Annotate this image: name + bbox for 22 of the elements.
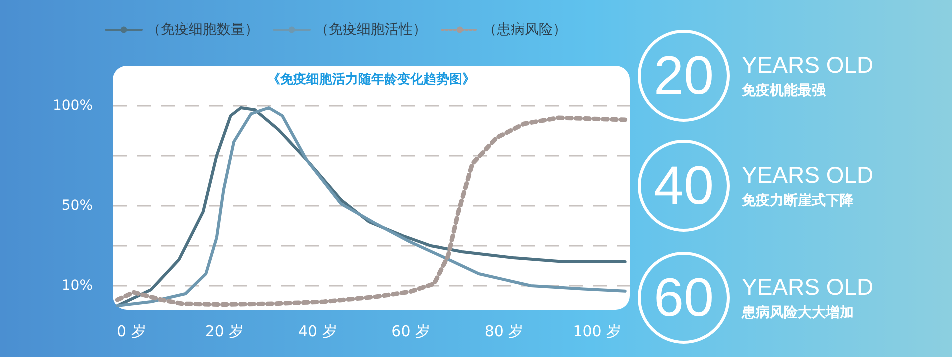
text: 免疫力断崖式下降 [742, 192, 855, 211]
x-tick-label: 80 岁 [484, 322, 524, 340]
y-tick-label: 100% [52, 98, 93, 114]
x-tick-label: 0 岁 [116, 322, 146, 340]
y-tick-label: 50% [62, 198, 93, 214]
circle-badge: 20 [638, 30, 730, 122]
x-tick-label: 60 岁 [392, 322, 431, 340]
x-tick-label: 40 岁 [298, 322, 338, 340]
legend-label: （患病风险） [483, 22, 567, 38]
text: YEARS OLD [742, 161, 874, 190]
text: 《免疫细胞活力随年龄变化趋势图》 [268, 72, 476, 88]
text: YEARS OLD [742, 51, 874, 80]
text: 患病风险大大增加 [742, 304, 855, 323]
text: 免疫机能最强 [742, 82, 827, 101]
legend-label: （免疫细胞活性） [315, 22, 427, 38]
x-tick-label: 20 岁 [205, 322, 244, 340]
circle-badge: 40 [638, 140, 730, 232]
circle-badge: 60 [638, 252, 730, 344]
y-tick-label: 10% [62, 278, 93, 294]
legend-label: （免疫细胞数量） [147, 22, 259, 38]
text: YEARS OLD [742, 273, 874, 302]
x-tick-label: 100 岁 [573, 322, 622, 340]
